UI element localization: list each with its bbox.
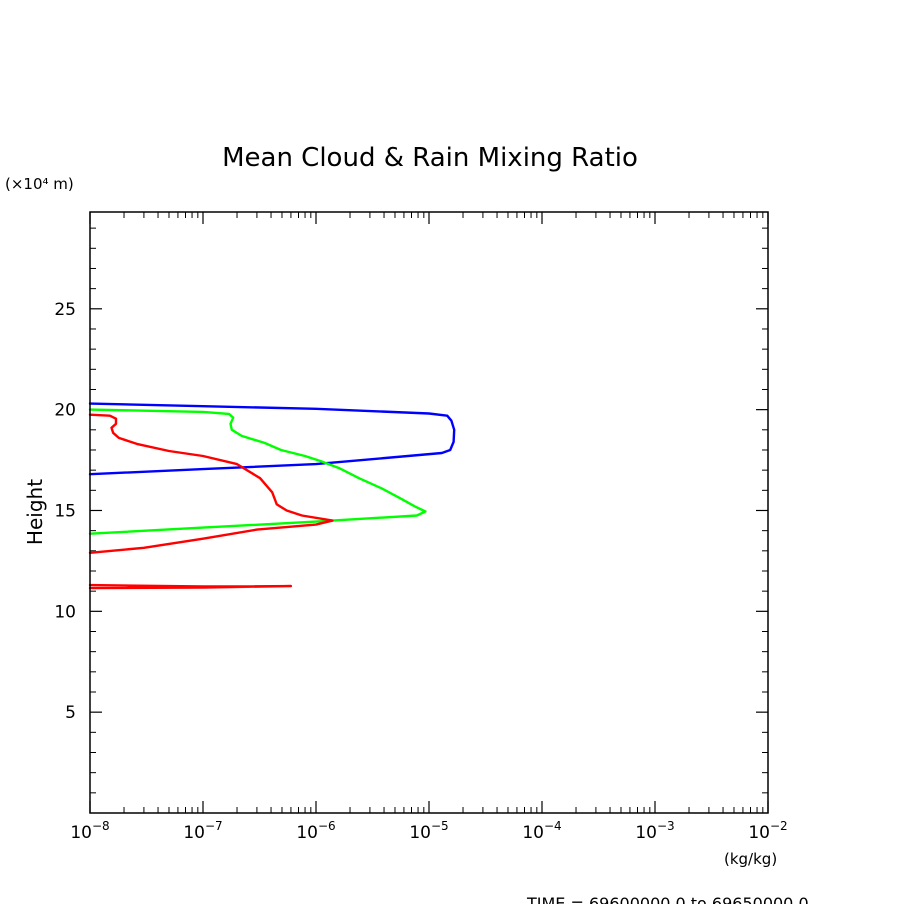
y-tick-label: 15 — [54, 501, 76, 521]
time-footer: TIME = 69600000.0 to 69650000.0 — [526, 894, 809, 904]
y-unit-label: (×10⁴ m) — [5, 175, 74, 193]
chart-title: Mean Cloud & Rain Mixing Ratio — [222, 143, 638, 173]
x-tick-label: 10−5 — [409, 819, 448, 843]
x-tick-label: 10−6 — [296, 819, 335, 843]
ticks-layer: 10−8 10−7 10−6 10−5 10−4 10−3 10−2 5 10 15 20 25 — [54, 212, 788, 843]
series-layer — [88, 402, 456, 590]
series-line-2 — [88, 408, 427, 535]
series-line-1 — [88, 402, 456, 476]
y-tick-label: 10 — [54, 602, 76, 622]
x-tick-label: 10−2 — [748, 819, 787, 843]
series-line-3 — [88, 413, 334, 554]
x-unit-label: (kg/kg) — [724, 850, 777, 868]
x-tick-label: 10−3 — [635, 819, 674, 843]
series-line-4 — [88, 583, 293, 590]
x-tick-label: 10−8 — [70, 819, 109, 843]
y-tick-label: 5 — [65, 703, 76, 723]
y-axis-label: Height — [23, 479, 47, 545]
y-tick-label: 20 — [54, 401, 76, 421]
y-tick-label: 25 — [54, 300, 76, 320]
plot-frame — [89, 211, 769, 814]
x-tick-label: 10−7 — [183, 819, 222, 843]
x-tick-label: 10−4 — [522, 819, 561, 843]
